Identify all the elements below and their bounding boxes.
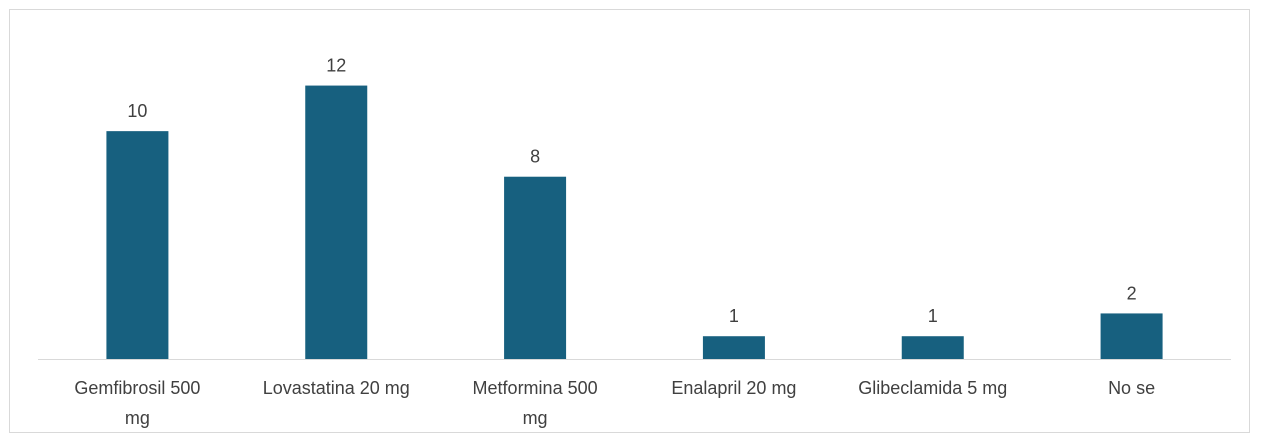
bar-1	[305, 85, 368, 360]
data-label-0: 10	[127, 101, 147, 121]
data-label-3: 1	[729, 306, 739, 326]
data-label-5: 2	[1127, 283, 1137, 303]
bar-2	[504, 176, 567, 359]
category-label-1: Lovastatina 20 mg	[263, 378, 410, 398]
category-label-3: Enalapril 20 mg	[671, 378, 796, 398]
data-label-4: 1	[928, 306, 938, 326]
bar-3	[702, 336, 765, 359]
bar-4	[901, 336, 964, 359]
bar-5	[1100, 313, 1163, 359]
bar-0	[106, 131, 169, 359]
category-label-5: No se	[1108, 378, 1155, 398]
data-label-2: 8	[530, 147, 540, 167]
data-label-1: 12	[326, 56, 346, 76]
category-label-2: Metformina 500 mg	[473, 378, 598, 428]
category-ticks-layer: Gemfibrosil 500 mg Lovastatina 20 mg Metfor…	[74, 378, 1155, 428]
bars-layer	[106, 85, 1163, 360]
chart-frame	[9, 9, 1250, 433]
category-label-4: Glibeclamida 5 mg	[858, 378, 1007, 398]
category-label-0: Gemfibrosil 500 mg	[74, 378, 200, 428]
